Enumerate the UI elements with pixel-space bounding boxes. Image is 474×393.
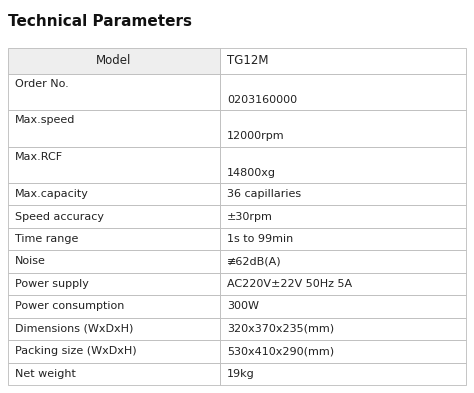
Text: 36 capillaries: 36 capillaries [227, 189, 301, 199]
Text: Packing size (WxDxH): Packing size (WxDxH) [15, 346, 137, 356]
Text: 1s to 99min: 1s to 99min [227, 234, 293, 244]
Text: Technical Parameters: Technical Parameters [8, 14, 192, 29]
Bar [8, 318, 220, 340]
Text: 14800xg: 14800xg [227, 168, 276, 178]
Text: Order No.: Order No. [15, 79, 69, 89]
Bar [220, 228, 466, 250]
Bar [220, 74, 466, 110]
Text: 0203160000: 0203160000 [227, 95, 297, 105]
Bar [220, 362, 466, 385]
Text: Dimensions (WxDxH): Dimensions (WxDxH) [15, 324, 133, 334]
Bar [220, 250, 466, 273]
Text: Power supply: Power supply [15, 279, 89, 289]
Bar [8, 273, 220, 295]
Text: Noise: Noise [15, 257, 46, 266]
Bar [220, 48, 466, 74]
Text: Max.capacity: Max.capacity [15, 189, 89, 199]
Bar [8, 147, 220, 183]
Text: 530x410x290(mm): 530x410x290(mm) [227, 346, 334, 356]
Bar [8, 362, 220, 385]
Bar [220, 295, 466, 318]
Text: ±30rpm: ±30rpm [227, 211, 273, 222]
Text: 12000rpm: 12000rpm [227, 131, 284, 141]
Text: Time range: Time range [15, 234, 78, 244]
Bar [8, 48, 220, 74]
Bar [220, 110, 466, 147]
Bar [8, 110, 220, 147]
Bar [8, 183, 220, 205]
Text: Net weight: Net weight [15, 369, 76, 379]
Bar [8, 295, 220, 318]
Text: ≢62dB(A): ≢62dB(A) [227, 257, 282, 266]
Bar [220, 318, 466, 340]
Bar [220, 183, 466, 205]
Text: Max.RCF: Max.RCF [15, 152, 63, 162]
Bar [8, 74, 220, 110]
Bar [8, 205, 220, 228]
Bar [8, 340, 220, 362]
Bar [8, 228, 220, 250]
Bar [220, 205, 466, 228]
Text: TG12M: TG12M [227, 55, 268, 68]
Text: Max.speed: Max.speed [15, 116, 75, 125]
Text: Power consumption: Power consumption [15, 301, 124, 311]
Text: 19kg: 19kg [227, 369, 255, 379]
Text: 300W: 300W [227, 301, 259, 311]
Bar [220, 147, 466, 183]
Text: Speed accuracy: Speed accuracy [15, 211, 104, 222]
Bar [220, 273, 466, 295]
Text: Model: Model [96, 55, 132, 68]
Text: 320x370x235(mm): 320x370x235(mm) [227, 324, 334, 334]
Bar [220, 340, 466, 362]
Bar [8, 250, 220, 273]
Text: AC220V±22V 50Hz 5A: AC220V±22V 50Hz 5A [227, 279, 352, 289]
